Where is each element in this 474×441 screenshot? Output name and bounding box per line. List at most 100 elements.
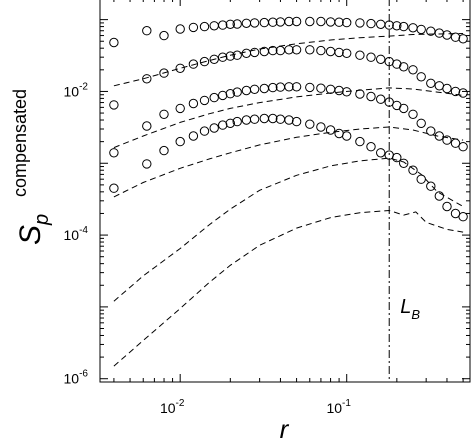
data-point: [232, 19, 242, 29]
data-point: [366, 142, 376, 152]
y-label-s: S: [14, 225, 47, 245]
data-point: [218, 120, 228, 130]
x-tick-exp: -2: [176, 398, 185, 409]
data-point: [376, 94, 386, 104]
data-point: [218, 90, 228, 101]
data-point: [355, 50, 365, 60]
data-point: [249, 114, 260, 124]
plot-frame: [99, 0, 471, 383]
data-point: [442, 201, 452, 212]
data-point: [249, 18, 260, 28]
data-point: [334, 47, 344, 58]
data-point: [232, 116, 242, 127]
data-point: [408, 109, 418, 120]
data-point: [376, 148, 386, 158]
data-point: [284, 45, 294, 55]
data-point: [268, 45, 278, 56]
data-point: [342, 87, 352, 97]
data-point: [458, 142, 468, 152]
data-point: [316, 122, 326, 132]
data-point: [442, 135, 452, 145]
data-point: [426, 26, 436, 36]
data-point: [199, 95, 210, 106]
data-point: [225, 51, 236, 61]
circle-series-3: [109, 82, 468, 158]
data-point: [109, 148, 119, 158]
data-point: [366, 91, 376, 102]
data-point: [305, 45, 315, 55]
y-label-p: p: [31, 214, 53, 226]
dashed-curve-2: [113, 87, 464, 149]
data-point: [416, 24, 426, 35]
data-point: [225, 118, 236, 129]
x-tick-exp: -1: [342, 398, 351, 409]
data-point: [284, 115, 294, 125]
data-point: [426, 181, 436, 191]
data-point: [284, 82, 294, 92]
lb-label-main: L: [400, 296, 411, 318]
data-point: [188, 59, 199, 69]
data-point: [188, 131, 199, 141]
data-point: [434, 191, 444, 201]
data-point: [209, 92, 219, 103]
x-tick-base: 10: [326, 400, 342, 416]
y-tick-base: 10: [64, 371, 80, 387]
data-point: [209, 21, 219, 31]
data-point: [325, 46, 336, 57]
data-point: [342, 131, 352, 141]
data-point: [209, 123, 219, 133]
data-point: [259, 17, 269, 28]
y-tick-label: 10-6: [64, 369, 89, 387]
data-point: [316, 45, 326, 56]
data-point: [268, 17, 278, 27]
data-point: [275, 114, 286, 124]
data-point: [355, 136, 365, 147]
y-axis-label: Sp compensated: [10, 89, 53, 245]
data-point: [175, 24, 185, 34]
lb-label: LB: [400, 296, 420, 322]
tick-labels: 10-2 10-110-610-410-2: [64, 81, 352, 416]
lb-label-sub: B: [411, 307, 420, 322]
x-tick-base: 10: [160, 400, 176, 416]
data-point: [426, 78, 436, 89]
dashed-curve-4: [113, 157, 464, 302]
data-point: [392, 152, 402, 163]
data-point: [291, 116, 302, 127]
data-point: [366, 52, 376, 62]
data-point: [426, 126, 436, 136]
data-point: [241, 48, 252, 58]
data-point: [325, 17, 336, 27]
data-point: [458, 34, 468, 44]
data-point: [291, 16, 302, 27]
data-point: [355, 89, 365, 99]
data-point: [450, 86, 461, 97]
y-tick-label: 10-4: [64, 225, 89, 243]
data-point: [109, 37, 119, 48]
series-layer: [109, 16, 468, 367]
data-point: [434, 81, 444, 91]
data-point: [109, 183, 119, 193]
data-point: [218, 52, 228, 62]
data-point: [392, 21, 402, 31]
data-point: [442, 30, 452, 40]
x-axis-label: r: [280, 414, 290, 441]
data-point: [249, 47, 260, 58]
data-point: [241, 115, 252, 125]
data-point: [325, 125, 336, 135]
data-point: [159, 109, 169, 120]
data-point: [142, 159, 152, 169]
data-point: [142, 121, 152, 131]
data-point: [366, 18, 376, 29]
data-point: [142, 74, 152, 84]
data-point: [291, 45, 302, 55]
tick-marks: [100, 0, 470, 383]
data-point: [175, 63, 185, 74]
data-point: [399, 103, 409, 114]
data-point: [305, 16, 315, 27]
data-point: [399, 21, 409, 32]
data-point: [225, 89, 236, 99]
data-point: [399, 62, 409, 72]
data-point: [316, 83, 326, 93]
data-point: [232, 87, 242, 97]
data-point: [188, 98, 199, 109]
